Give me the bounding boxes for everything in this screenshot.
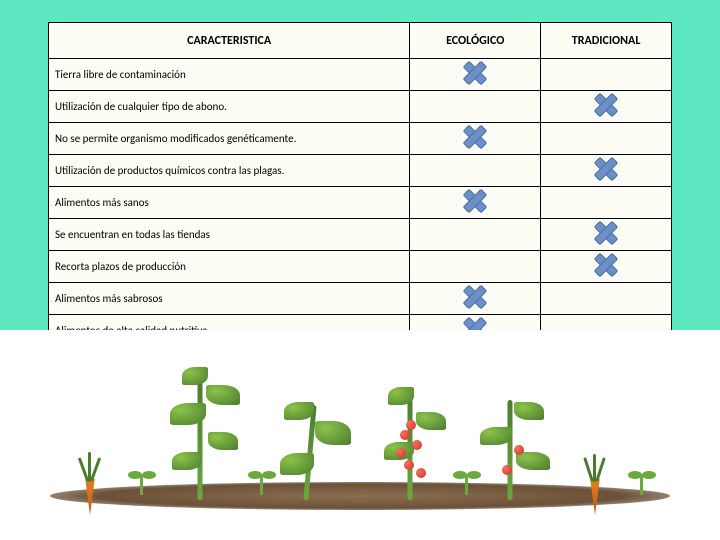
cell-tradicional [541,251,672,283]
garden-illustration [0,330,720,540]
cell-tradicional [541,91,672,123]
cell-ecologico [410,155,541,187]
row-label: Utilización de productos químicos contra… [49,155,410,187]
x-mark-icon [464,62,486,84]
x-mark-icon [595,158,617,180]
header-caracteristica: CARACTERISTICA [49,23,410,59]
seedling [465,475,468,495]
cell-tradicional [541,123,672,155]
header-ecologico: ECOLÓGICO [410,23,541,59]
cell-tradicional [541,187,672,219]
table: CARACTERISTICA ECOLÓGICO TRADICIONAL Tie… [48,22,672,379]
table-row: Utilización de cualquier tipo de abono. [49,91,672,123]
table-row: Se encuentran en todas las tiendas [49,219,672,251]
cell-ecologico [410,123,541,155]
cell-ecologico [410,187,541,219]
x-mark-icon [595,254,617,276]
table-row: No se permite organismo modificados gené… [49,123,672,155]
table-row: Utilización de productos químicos contra… [49,155,672,187]
x-mark-icon [464,126,486,148]
cell-tradicional [541,155,672,187]
x-mark-icon [595,222,617,244]
cell-tradicional [541,283,672,315]
cell-ecologico [410,283,541,315]
cell-tradicional [541,59,672,91]
cell-ecologico [410,219,541,251]
row-label: Tierra libre de contaminación [49,59,410,91]
row-label: Alimentos más sanos [49,187,410,219]
comparison-table: CARACTERISTICA ECOLÓGICO TRADICIONAL Tie… [48,22,672,379]
seedling [260,475,263,495]
table-row: Alimentos más sanos [49,187,672,219]
table-row: Alimentos más sabrosos [49,283,672,315]
x-mark-icon [464,286,486,308]
header-tradicional: TRADICIONAL [541,23,672,59]
x-mark-icon [464,190,486,212]
row-label: Recorta plazos de producción [49,251,410,283]
seedling [640,475,643,495]
row-label: Se encuentran en todas las tiendas [49,219,410,251]
x-mark-icon [595,94,617,116]
cell-tradicional [541,219,672,251]
table-row: Recorta plazos de producción [49,251,672,283]
cell-ecologico [410,91,541,123]
table-row: Tierra libre de contaminación [49,59,672,91]
seedling [140,475,143,495]
row-label: No se permite organismo modificados gené… [49,123,410,155]
row-label: Alimentos más sabrosos [49,283,410,315]
cell-ecologico [410,59,541,91]
cell-ecologico [410,251,541,283]
row-label: Utilización de cualquier tipo de abono. [49,91,410,123]
soil [50,482,670,510]
